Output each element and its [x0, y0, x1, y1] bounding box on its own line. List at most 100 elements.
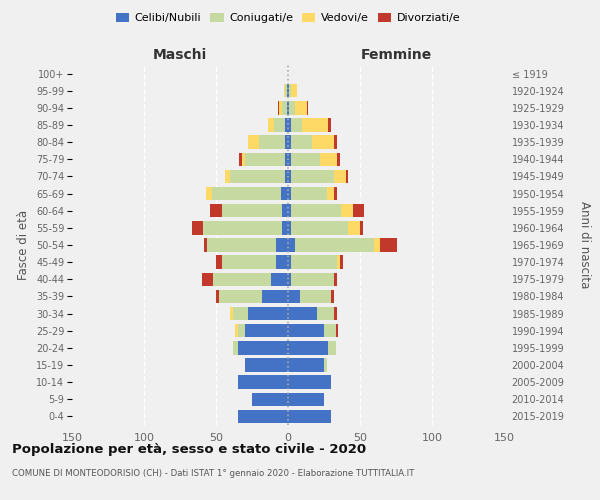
Bar [252, 392, 288, 406]
Bar [328, 118, 331, 132]
Bar [288, 392, 324, 406]
Bar [288, 118, 291, 132]
Bar [307, 101, 308, 114]
Bar [248, 307, 288, 320]
Bar [288, 170, 291, 183]
Bar [282, 204, 288, 218]
Bar [262, 290, 288, 303]
Bar [317, 307, 334, 320]
Bar [331, 290, 334, 303]
Bar [191, 221, 203, 234]
Text: Popolazione per età, sesso e stato civile - 2020: Popolazione per età, sesso e stato civil… [12, 442, 366, 456]
Bar [271, 272, 288, 286]
Bar [278, 101, 280, 114]
Bar [212, 187, 281, 200]
Bar [288, 136, 291, 149]
Bar [288, 410, 331, 423]
Bar [222, 256, 277, 269]
Bar [337, 256, 340, 269]
Bar [230, 170, 285, 183]
Bar [288, 238, 295, 252]
Text: COMUNE DI MONTEODORISIO (CH) - Dati ISTAT 1° gennaio 2020 - Elaborazione TUTTITA: COMUNE DI MONTEODORISIO (CH) - Dati ISTA… [12, 469, 415, 478]
Bar [288, 376, 331, 389]
Bar [245, 358, 288, 372]
Bar [288, 101, 289, 114]
Bar [205, 238, 208, 252]
Bar [291, 136, 313, 149]
Bar [285, 118, 288, 132]
Bar [208, 238, 277, 252]
Bar [268, 118, 274, 132]
Bar [284, 84, 285, 98]
Bar [238, 324, 245, 338]
Bar [288, 256, 291, 269]
Bar [238, 341, 288, 354]
Bar [224, 170, 230, 183]
Bar [288, 324, 324, 338]
Bar [291, 152, 320, 166]
Bar [334, 307, 337, 320]
Bar [288, 272, 291, 286]
Bar [295, 101, 307, 114]
Bar [285, 170, 288, 183]
Bar [288, 204, 291, 218]
Bar [282, 101, 287, 114]
Bar [335, 324, 338, 338]
Bar [248, 136, 259, 149]
Bar [334, 187, 337, 200]
Bar [288, 307, 317, 320]
Bar [288, 152, 291, 166]
Bar [216, 256, 222, 269]
Bar [340, 256, 343, 269]
Bar [353, 204, 364, 218]
Bar [288, 187, 291, 200]
Bar [280, 101, 282, 114]
Bar [349, 221, 360, 234]
Bar [374, 238, 380, 252]
Bar [295, 238, 374, 252]
Bar [288, 341, 328, 354]
Y-axis label: Fasce di età: Fasce di età [17, 210, 31, 280]
Bar [235, 324, 238, 338]
Bar [299, 290, 331, 303]
Bar [277, 238, 288, 252]
Bar [291, 272, 334, 286]
Bar [288, 290, 299, 303]
Bar [380, 238, 397, 252]
Bar [289, 84, 291, 98]
Bar [291, 256, 337, 269]
Bar [327, 187, 334, 200]
Bar [213, 272, 271, 286]
Bar [242, 152, 245, 166]
Bar [324, 358, 327, 372]
Bar [328, 341, 335, 354]
Bar [285, 136, 288, 149]
Bar [216, 290, 219, 303]
Bar [281, 187, 288, 200]
Bar [222, 204, 282, 218]
Bar [313, 136, 334, 149]
Bar [245, 152, 285, 166]
Bar [239, 152, 242, 166]
Bar [285, 84, 287, 98]
Bar [219, 290, 262, 303]
Bar [282, 221, 288, 234]
Legend: Celibi/Nubili, Coniugati/e, Vedovi/e, Divorziati/e: Celibi/Nubili, Coniugati/e, Vedovi/e, Di… [112, 8, 464, 28]
Bar [334, 170, 346, 183]
Bar [291, 187, 327, 200]
Bar [210, 204, 222, 218]
Bar [285, 152, 288, 166]
Bar [360, 221, 363, 234]
Bar [324, 324, 335, 338]
Bar [238, 376, 288, 389]
Bar [302, 118, 328, 132]
Bar [288, 221, 291, 234]
Bar [259, 136, 285, 149]
Bar [287, 84, 288, 98]
Bar [334, 272, 337, 286]
Bar [206, 187, 212, 200]
Bar [274, 118, 285, 132]
Bar [203, 221, 282, 234]
Bar [291, 170, 334, 183]
Bar [287, 101, 288, 114]
